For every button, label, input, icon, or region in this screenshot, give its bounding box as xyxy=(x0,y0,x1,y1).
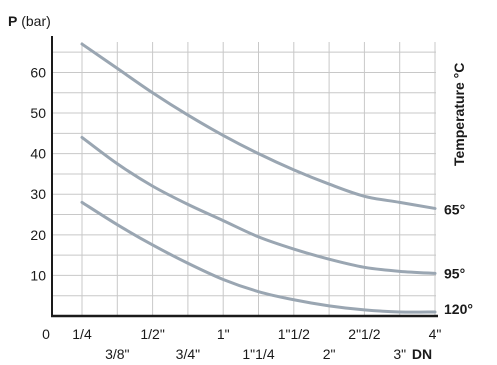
series-label: 120° xyxy=(444,301,473,317)
y-tick-label: 40 xyxy=(30,146,46,162)
x-tick-label: 2"1/2 xyxy=(348,326,380,342)
y-axis-label-unit: (bar) xyxy=(21,13,51,29)
y-tick-label: 10 xyxy=(30,267,46,283)
labels: P (bar) DN Temperature °C 10 20 30 40 50 60 0 1… xyxy=(8,13,473,362)
x-axis-label: DN xyxy=(412,346,432,362)
y-tick-label: 60 xyxy=(30,64,46,80)
x-tick-label: 1/4 xyxy=(72,326,92,342)
grid xyxy=(52,42,436,316)
legend-title: Temperature °C xyxy=(451,63,467,166)
x-tick-label: 3/8" xyxy=(105,346,129,362)
y-tick-label: 50 xyxy=(30,105,46,121)
series-label: 95° xyxy=(444,265,465,281)
series-label: 65° xyxy=(444,201,465,217)
y-axis-label-symbol: P xyxy=(8,13,17,29)
series-line-120 xyxy=(80,200,437,314)
y-tick-label: 30 xyxy=(30,186,46,202)
x-origin-label: 0 xyxy=(42,326,50,342)
series-lines xyxy=(80,42,437,314)
x-tick-label: 1" xyxy=(217,326,230,342)
y-axis-label: P (bar) xyxy=(8,13,51,29)
series-line-95 xyxy=(80,135,437,275)
x-tick-label: 3" xyxy=(393,346,406,362)
x-tick-label: 2" xyxy=(323,346,336,362)
y-tick-label: 20 xyxy=(30,227,46,243)
x-tick-label: 1"1/4 xyxy=(242,346,274,362)
series-line-65 xyxy=(80,42,437,210)
x-tick-label: 1"1/2 xyxy=(278,326,310,342)
x-tick-label: 1/2" xyxy=(140,326,164,342)
x-tick-label: 3/4" xyxy=(176,346,200,362)
x-tick-label: 4" xyxy=(429,326,442,342)
axes xyxy=(51,36,438,318)
